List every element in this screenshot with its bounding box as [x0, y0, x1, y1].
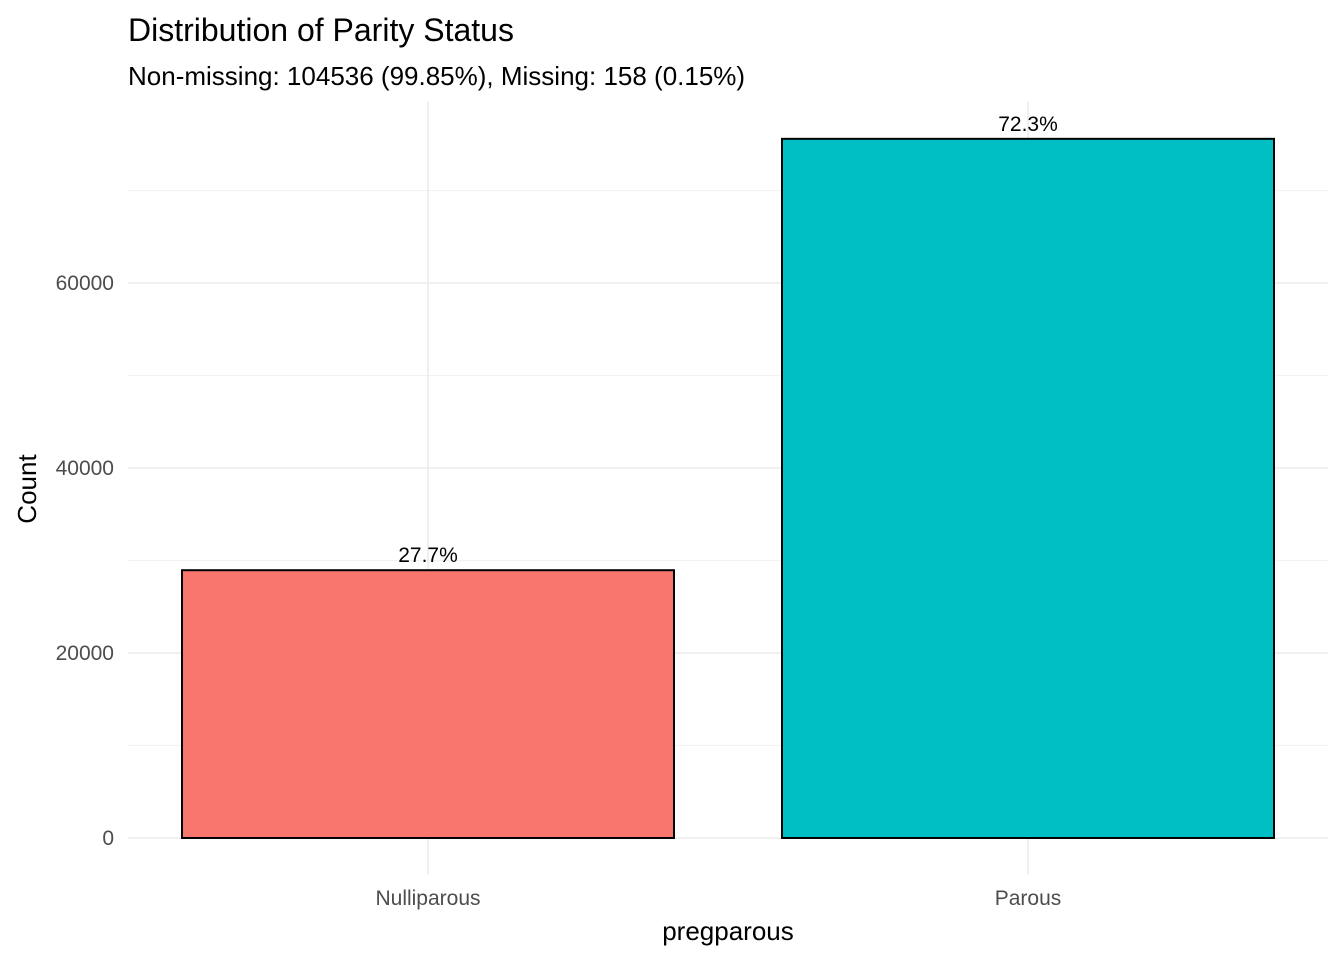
y-tick-label: 60000 — [56, 272, 114, 295]
x-axis-title: pregparous — [662, 916, 794, 946]
y-axis-title: Count — [12, 454, 42, 524]
bar-nulliparous — [181, 569, 675, 840]
chart-subtitle: Non-missing: 104536 (99.85%), Missing: 1… — [128, 61, 745, 91]
x-axis-ticks: Nulliparous Parous — [375, 887, 1061, 910]
bar-parous — [781, 137, 1275, 839]
y-tick-label: 0 — [102, 827, 114, 850]
y-tick-label: 20000 — [56, 642, 114, 665]
bars — [181, 137, 1275, 840]
x-tick-label: Nulliparous — [375, 887, 480, 910]
chart-title: Distribution of Parity Status — [128, 12, 514, 48]
data-label-nulliparous: 27.7% — [398, 544, 458, 567]
y-axis-ticks: 0 20000 40000 60000 — [56, 272, 114, 850]
y-tick-label: 40000 — [56, 457, 114, 480]
data-label-parous: 72.3% — [998, 113, 1058, 136]
data-labels: 27.7% 72.3% — [398, 113, 1058, 567]
x-tick-label: Parous — [995, 887, 1062, 910]
